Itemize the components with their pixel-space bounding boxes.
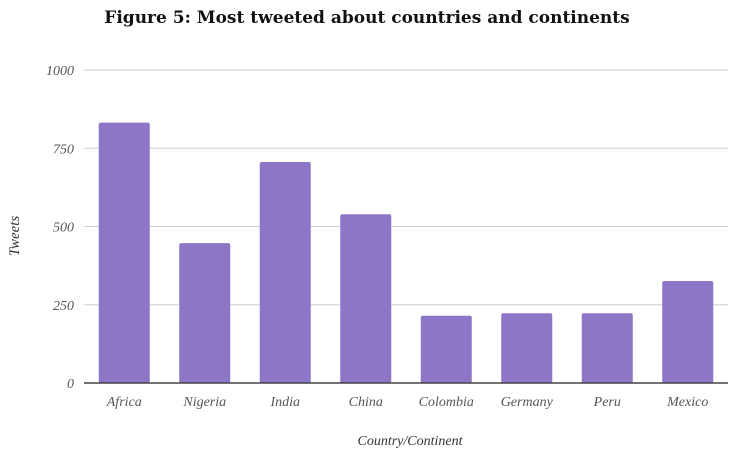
- y-axis-label: Tweets: [7, 216, 23, 257]
- y-tick-label: 500: [53, 221, 74, 236]
- bar-mexico: [662, 280, 714, 383]
- x-axis-label: Country/Continent: [358, 434, 464, 449]
- y-tick-label: 1000: [46, 64, 74, 79]
- bar-germany: [501, 313, 553, 383]
- x-tick-label: China: [349, 395, 383, 410]
- x-tick-label: Mexico: [666, 395, 708, 410]
- x-tick-label: India: [269, 395, 300, 410]
- bar-peru: [581, 313, 633, 383]
- axes: 0 250 500 750 1000 Africa Nigeria India China Col…: [46, 64, 728, 410]
- bar-china: [340, 214, 392, 383]
- x-tick-label: Africa: [106, 395, 142, 410]
- x-tick-label: Peru: [593, 395, 621, 410]
- bar-nigeria: [179, 243, 231, 383]
- bar-colombia: [420, 315, 472, 383]
- x-tick-label: Colombia: [419, 395, 474, 410]
- y-tick-label: 750: [53, 142, 74, 157]
- x-tick-label: Nigeria: [182, 395, 226, 410]
- x-tick-label: Germany: [501, 395, 554, 410]
- y-tick-label: 0: [67, 377, 74, 392]
- y-tick-label: 250: [53, 299, 74, 314]
- chart-title: Figure 5: Most tweeted about countries a…: [104, 8, 630, 28]
- bar-india: [259, 162, 311, 383]
- bars: [98, 122, 714, 384]
- bar-africa: [98, 122, 150, 384]
